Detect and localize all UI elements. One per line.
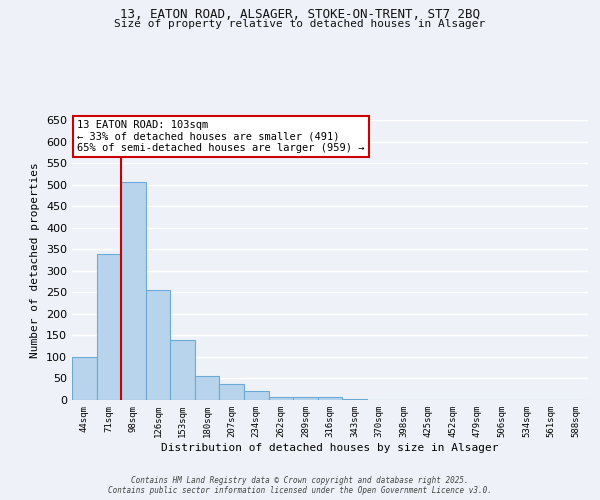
- Bar: [72, 357, 97, 400]
- X-axis label: Distribution of detached houses by size in Alsager: Distribution of detached houses by size …: [161, 442, 499, 452]
- Bar: [121, 182, 146, 400]
- Bar: [170, 340, 195, 400]
- Text: Size of property relative to detached houses in Alsager: Size of property relative to detached ho…: [115, 19, 485, 29]
- Bar: [269, 396, 293, 400]
- Bar: [244, 390, 269, 400]
- Y-axis label: Number of detached properties: Number of detached properties: [31, 162, 40, 358]
- Bar: [195, 376, 220, 400]
- Bar: [220, 384, 244, 400]
- Bar: [97, 254, 121, 400]
- Text: 13 EATON ROAD: 103sqm
← 33% of detached houses are smaller (491)
65% of semi-det: 13 EATON ROAD: 103sqm ← 33% of detached …: [77, 120, 365, 153]
- Bar: [342, 398, 367, 400]
- Bar: [293, 396, 318, 400]
- Bar: [318, 396, 342, 400]
- Text: Contains HM Land Registry data © Crown copyright and database right 2025.
Contai: Contains HM Land Registry data © Crown c…: [108, 476, 492, 495]
- Bar: [146, 290, 170, 400]
- Text: 13, EATON ROAD, ALSAGER, STOKE-ON-TRENT, ST7 2BQ: 13, EATON ROAD, ALSAGER, STOKE-ON-TRENT,…: [120, 8, 480, 20]
